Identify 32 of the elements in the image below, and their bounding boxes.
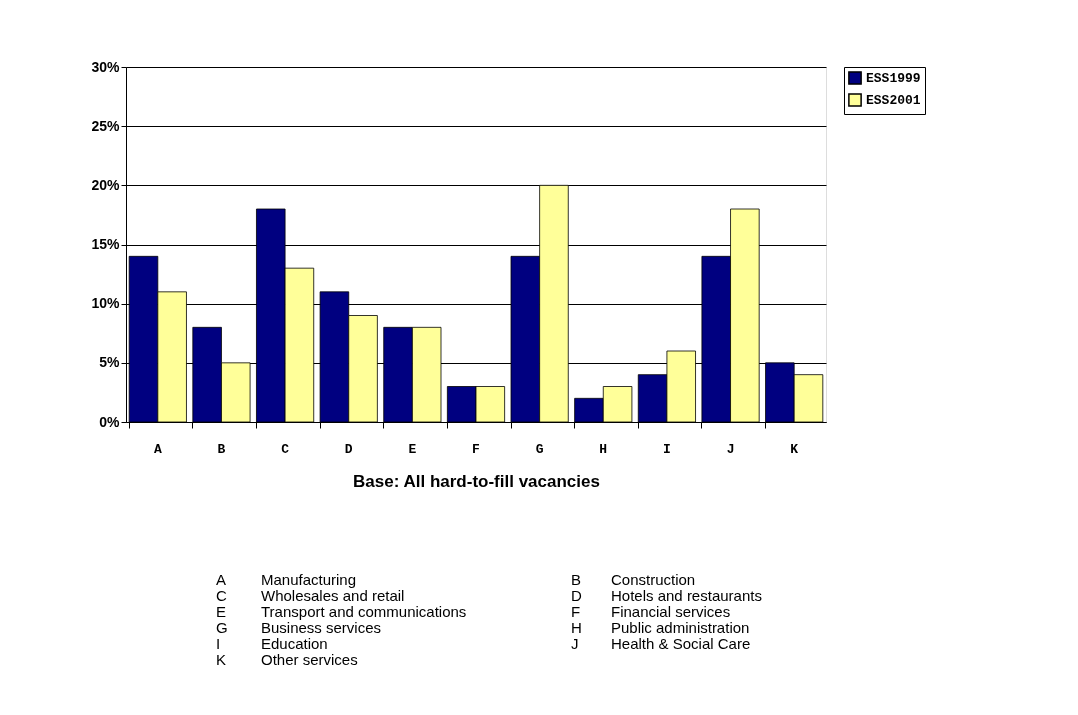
legend-label: ESS1999	[866, 71, 921, 86]
x-tick-label: F	[472, 441, 481, 457]
y-tick-label: 30%	[91, 58, 121, 75]
legend-label: ESS2001	[866, 93, 921, 108]
y-tick-label: 20%	[91, 176, 121, 193]
text: I Education	[216, 635, 328, 652]
text: H Public administration	[571, 619, 750, 636]
y-tick-label: 5%	[99, 354, 121, 371]
x-tick-label: K	[790, 441, 799, 457]
text: E Transport and communications	[216, 603, 467, 620]
x-tick-label: G	[535, 441, 544, 457]
x-tick-label: H	[599, 441, 608, 457]
x-axis-title: Base: All hard-to-fill vacancies	[353, 471, 600, 491]
x-tick-label: B	[217, 441, 226, 457]
x-tick-label: C	[281, 441, 290, 457]
text: A Manufacturing	[216, 571, 357, 588]
x-tick-label: J	[726, 441, 735, 457]
x-tick-label: E	[408, 441, 417, 457]
y-tick-label: 10%	[91, 295, 121, 312]
x-tick-label: D	[344, 441, 353, 457]
y-tick-label: 15%	[91, 236, 121, 252]
text: C Wholesales and retail	[216, 587, 405, 604]
text: G Business services	[216, 619, 382, 636]
y-tick-label: 0%	[99, 413, 121, 430]
text: J Health & Social Care	[571, 635, 751, 652]
y-tick-label: 25%	[91, 117, 121, 134]
text: F Financial services	[571, 603, 731, 620]
text: B Construction	[571, 571, 696, 588]
x-tick-label: A	[153, 441, 162, 457]
x-tick-label: I	[663, 441, 671, 457]
text: D Hotels and restaurants	[571, 587, 762, 604]
text: K Other services	[216, 651, 358, 668]
